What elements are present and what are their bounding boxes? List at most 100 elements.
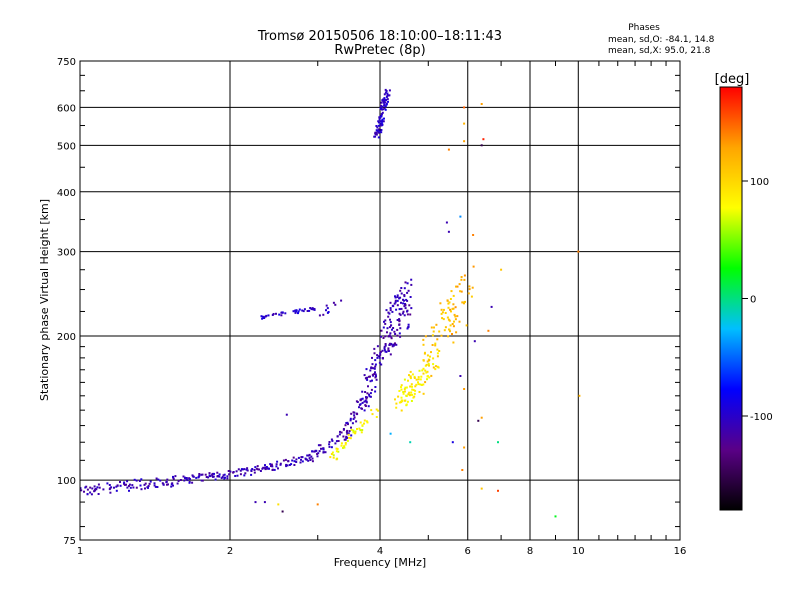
data-point xyxy=(402,391,405,393)
data-point xyxy=(246,469,249,472)
data-point xyxy=(414,389,417,392)
data-point xyxy=(409,370,412,373)
phase-info-o: mean, sd,O: -84.1, 14.8 xyxy=(608,35,715,45)
data-point xyxy=(299,461,302,464)
data-point xyxy=(346,429,349,432)
data-point xyxy=(221,476,224,478)
data-point xyxy=(140,478,143,481)
data-point xyxy=(303,308,306,311)
data-point xyxy=(272,313,275,315)
data-point xyxy=(108,484,111,486)
data-point xyxy=(454,315,457,318)
data-point xyxy=(335,458,338,461)
colorbar-tick-label: 0 xyxy=(750,295,756,306)
data-point xyxy=(368,395,371,398)
data-point xyxy=(412,389,415,391)
data-point xyxy=(135,486,138,489)
data-point xyxy=(363,400,366,403)
data-point xyxy=(380,101,383,104)
data-point xyxy=(317,444,320,447)
data-point xyxy=(89,491,92,494)
colorbar-tick-label: -100 xyxy=(750,412,773,423)
data-point xyxy=(305,458,307,461)
data-point xyxy=(472,265,475,268)
data-point xyxy=(353,416,356,419)
data-point xyxy=(554,515,557,518)
data-point xyxy=(375,129,378,132)
colorbar-tick-label: 100 xyxy=(750,177,769,188)
data-point xyxy=(454,306,457,309)
data-point xyxy=(379,353,382,356)
data-point xyxy=(365,397,368,400)
data-point xyxy=(318,314,321,317)
data-point xyxy=(408,374,410,377)
data-point xyxy=(363,422,365,425)
data-point xyxy=(374,365,377,368)
data-point xyxy=(359,429,362,432)
data-point xyxy=(102,488,105,491)
data-point xyxy=(269,463,272,466)
data-point xyxy=(384,105,387,108)
data-point xyxy=(128,483,131,486)
data-point xyxy=(396,334,399,337)
data-point xyxy=(399,335,402,338)
data-point xyxy=(94,489,97,491)
data-point xyxy=(395,402,398,405)
data-point xyxy=(216,475,219,478)
data-point xyxy=(373,373,376,375)
data-point xyxy=(387,347,390,350)
data-point xyxy=(392,305,395,308)
data-point xyxy=(234,475,237,477)
colorbar-ticks: 100 0 -100 xyxy=(742,177,773,423)
data-point xyxy=(171,482,174,485)
data-point xyxy=(439,302,442,305)
data-point xyxy=(354,432,357,435)
data-point xyxy=(399,327,402,330)
data-point xyxy=(434,368,437,371)
data-point xyxy=(367,375,370,378)
data-point xyxy=(365,377,368,380)
data-point xyxy=(415,383,418,386)
data-point xyxy=(400,307,403,310)
data-point xyxy=(407,393,410,396)
data-point xyxy=(207,476,210,479)
data-point xyxy=(419,378,422,381)
data-point xyxy=(444,312,447,314)
data-point xyxy=(352,429,355,432)
data-point xyxy=(119,481,121,483)
data-point xyxy=(414,385,417,388)
data-point xyxy=(250,473,253,476)
data-point xyxy=(388,326,391,329)
data-point xyxy=(159,479,162,482)
data-point xyxy=(385,309,388,312)
data-point xyxy=(455,285,457,288)
data-point xyxy=(154,485,157,488)
data-point xyxy=(236,474,239,477)
data-point xyxy=(377,131,380,134)
data-point xyxy=(310,455,313,458)
data-point xyxy=(347,423,349,426)
data-point xyxy=(385,350,388,353)
data-point xyxy=(377,120,380,123)
data-point xyxy=(480,144,483,147)
data-point xyxy=(285,465,288,468)
data-point xyxy=(313,308,316,311)
data-point xyxy=(404,281,407,284)
y-tick-label: 400 xyxy=(57,188,76,199)
data-point xyxy=(442,318,445,321)
data-point xyxy=(447,306,450,309)
data-point xyxy=(342,435,345,438)
data-point xyxy=(329,456,332,459)
data-point xyxy=(332,456,335,459)
data-point xyxy=(237,468,240,471)
data-point xyxy=(244,472,247,475)
data-point xyxy=(312,308,315,311)
data-point xyxy=(403,399,406,402)
data-point xyxy=(410,383,413,386)
data-point xyxy=(326,307,329,310)
data-point xyxy=(440,308,443,311)
data-point xyxy=(167,483,169,486)
data-point xyxy=(177,480,180,482)
data-point xyxy=(429,355,431,358)
data-point xyxy=(389,343,391,346)
